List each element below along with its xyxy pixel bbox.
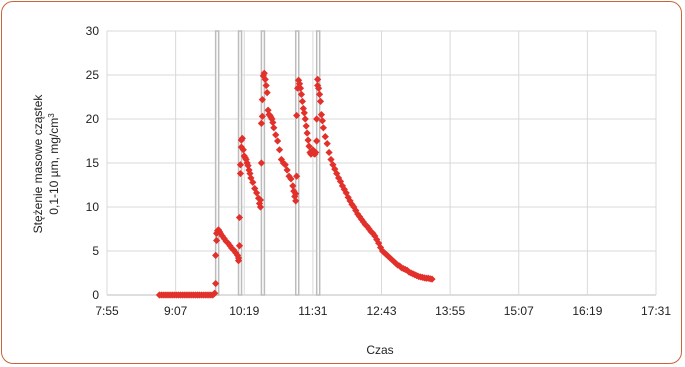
y-tick-label: 10: [86, 200, 100, 214]
data-point: [256, 203, 265, 211]
x-tick-labels: 7:55 9:07 10:19 11:31 12:43 13:55 15:07 16:19 17…: [95, 304, 671, 318]
data-point: [305, 142, 313, 150]
x-tick-label: 15:07: [504, 304, 534, 318]
data-point: [319, 124, 327, 132]
data-point: [275, 146, 284, 154]
data-point: [258, 96, 266, 104]
y-axis-title-superscript: 3: [47, 113, 56, 118]
data-point: [315, 90, 324, 98]
x-tick-label: 13:55: [435, 304, 465, 318]
data-point: [236, 161, 245, 169]
data-point: [292, 190, 300, 198]
data-point: [325, 148, 333, 157]
data-point: [314, 84, 323, 92]
event-bar: [214, 30, 220, 296]
data-point: [321, 133, 329, 141]
data-point: [213, 236, 221, 245]
data-point: [234, 257, 243, 265]
data-point: [236, 169, 245, 178]
data-point: [257, 119, 266, 127]
data-point: [274, 137, 282, 145]
y-axis-title: Stężenie masowe cząstek 0,1-10 µm, mg/cm…: [31, 94, 61, 234]
event-bar: [315, 30, 321, 296]
data-point: [256, 196, 265, 204]
data-point: [301, 115, 309, 123]
y-axis-title-line1: Stężenie masowe cząstek: [31, 94, 45, 234]
x-tick-label: 16:19: [572, 304, 602, 318]
data-point: [238, 134, 246, 142]
data-point: [211, 289, 219, 297]
data-point: [235, 213, 244, 222]
x-tick-label: 7:55: [95, 304, 119, 318]
y-tick-label: 20: [86, 112, 100, 126]
data-point: [235, 242, 244, 250]
y-axis-title-line2: 0,1-10 µm, mg/cm3: [47, 113, 62, 215]
data-point: [312, 148, 320, 157]
data-point: [257, 159, 266, 167]
data-point: [283, 166, 291, 174]
data-point: [314, 75, 322, 83]
data-point: [300, 109, 308, 117]
data-point: [304, 136, 312, 144]
data-point: [323, 140, 331, 148]
data-point: [313, 115, 321, 123]
data-point: [289, 182, 297, 190]
data-point: [263, 89, 271, 97]
data-points: [155, 69, 436, 299]
x-tick-label: 11:31: [298, 304, 327, 318]
data-point: [258, 112, 266, 120]
data-point: [212, 279, 220, 288]
data-point: [269, 118, 277, 127]
data-point: [270, 124, 278, 132]
event-bar: [294, 30, 300, 296]
data-point: [261, 75, 269, 83]
grid-lines: [106, 30, 657, 296]
data-point: [303, 129, 311, 137]
x-tick-label: 9:07: [164, 304, 188, 318]
data-point: [232, 249, 240, 257]
data-point: [316, 97, 325, 105]
data-point: [292, 197, 300, 205]
data-point: [272, 131, 280, 139]
y-tick-label: 5: [92, 244, 99, 258]
data-point: [428, 275, 436, 283]
data-point: [293, 172, 301, 180]
data-point: [298, 97, 306, 105]
x-tick-label: 17:31: [641, 304, 671, 318]
x-tick-label: 12:43: [366, 304, 396, 318]
y-tick-label: 0: [92, 288, 99, 302]
y-tick-label: 15: [86, 156, 100, 170]
data-point: [212, 251, 220, 259]
x-axis-title: Czas: [366, 343, 393, 357]
data-point: [302, 122, 310, 130]
data-point: [293, 111, 301, 120]
data-point: [297, 90, 306, 98]
x-tick-label: 10:19: [229, 304, 259, 318]
data-point: [318, 117, 327, 125]
data-point: [317, 111, 326, 119]
data-point: [313, 137, 321, 145]
y-tick-label: 30: [86, 24, 100, 38]
y-tick-labels: 0 5 10 15 20 25 30: [86, 24, 100, 302]
data-point: [287, 175, 295, 183]
y-axis-title-line2-text: 0,1-10 µm, mg/cm: [47, 118, 61, 215]
data-point: [260, 69, 268, 77]
data-point: [296, 84, 305, 92]
data-point: [262, 81, 270, 90]
data-point: [249, 178, 257, 186]
y-tick-label: 25: [86, 68, 100, 82]
data-point: [239, 146, 247, 154]
